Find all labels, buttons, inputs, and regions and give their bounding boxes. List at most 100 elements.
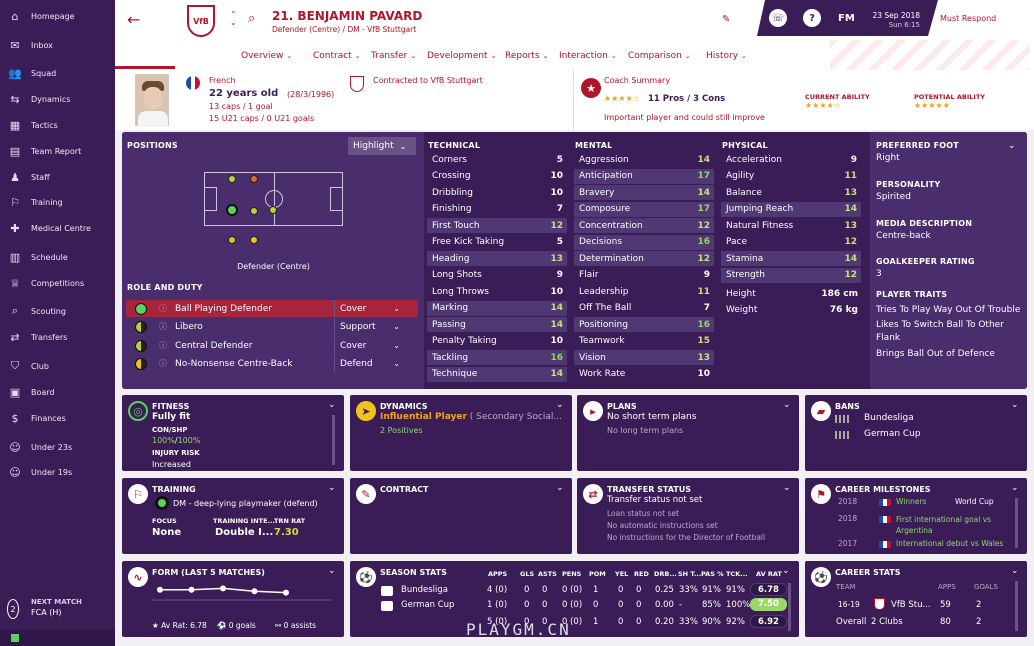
help-desk-icon[interactable]: ☏ (769, 9, 787, 27)
player-switch-icon[interactable]: ⌃ ⌄ (230, 10, 237, 27)
tab-reports[interactable]: Reports ⌄ (505, 46, 548, 66)
dynamics-card[interactable]: ➤ DYNAMICS ⌄ Influential Player ( Second… (350, 395, 572, 471)
career-milestones-card[interactable]: ⚑ CAREER MILESTONES ⌄ 2018 Winners World… (805, 478, 1027, 554)
season-col-header[interactable]: PAS % (701, 570, 724, 578)
sidebar-item[interactable]: ⇆ Dynamics (0, 87, 115, 111)
season-col-header[interactable]: POM (589, 570, 606, 578)
duty-dropdown[interactable]: Cover ⌄ (334, 300, 406, 317)
tab-history[interactable]: History ⌄ (706, 46, 747, 66)
plans-title[interactable]: PLANS (607, 402, 637, 411)
sidebar-item[interactable]: ☺ Under 19s (0, 460, 115, 484)
chevron-down-icon[interactable]: ⌄ (328, 483, 336, 493)
sidebar-item[interactable]: 👥 Squad (0, 61, 115, 85)
bans-title[interactable]: BANS (835, 402, 860, 411)
form-card[interactable]: ∿ FORM (LAST 5 MATCHES) ⌄ ★ Av Rat: 6.78… (122, 561, 344, 637)
edit-icon[interactable]: ✎ (722, 14, 731, 25)
sidebar-item[interactable]: ▣ Board (0, 380, 115, 404)
role-row[interactable]: ⓘ Central Defender Cover ⌄ (126, 337, 418, 354)
season-competition[interactable]: Bundesliga (401, 585, 448, 595)
career-milestones-title[interactable]: CAREER MILESTONES (835, 485, 931, 494)
training-title[interactable]: TRAINING (152, 485, 196, 494)
dynamics-title[interactable]: DYNAMICS (380, 402, 428, 411)
form-point[interactable] (283, 589, 289, 596)
chevron-down-icon[interactable]: ⌄ (556, 400, 564, 410)
season-col-header[interactable]: YEL (615, 570, 629, 578)
chevron-down-icon[interactable]: ⌄ (328, 566, 336, 576)
tab-development[interactable]: Development ⌄ (427, 46, 496, 66)
tab-transfer[interactable]: Transfer ⌄ (371, 46, 416, 66)
training-card[interactable]: ⚐ TRAINING ⌄ DM - deep-lying playmaker (… (122, 478, 344, 554)
fitness-card[interactable]: ◎ FITNESS ⌄ Fully fit CON/SHP 100%/100% … (122, 395, 344, 471)
form-title[interactable]: FORM (LAST 5 MATCHES) (152, 568, 265, 577)
sidebar-item[interactable]: ⛉ Club (0, 354, 115, 378)
sidebar-item[interactable]: ⚐ Training (0, 190, 115, 214)
sidebar-item[interactable]: ⌂ Homepage (0, 4, 115, 28)
fm-logo[interactable]: FM (838, 13, 855, 24)
help-icon[interactable]: ? (803, 9, 821, 27)
highlight-dropdown[interactable]: Highlight ⌄ (348, 137, 416, 155)
chevron-down-icon[interactable]: ⌄ (1011, 566, 1019, 576)
scrollbar[interactable] (1015, 498, 1018, 548)
chevron-down-icon[interactable]: ⌄ (1008, 141, 1016, 151)
chevron-down-icon[interactable]: ⌄ (556, 483, 564, 493)
next-match[interactable]: 2 NEXT MATCH FCA (H) (0, 590, 115, 630)
chevron-down-icon[interactable]: ⌄ (328, 400, 336, 410)
sidebar-item[interactable]: ▥ Schedule (0, 245, 115, 269)
chevron-down-icon[interactable]: ⌄ (1011, 400, 1019, 410)
chevron-down-icon[interactable]: ⌄ (782, 566, 790, 576)
sidebar-item[interactable]: ▤ Team Report (0, 139, 115, 163)
continue-button[interactable]: Must Respond (928, 0, 1034, 36)
career-stats-card[interactable]: ⚽ CAREER STATS ⌄ TEAM APPS GOALS 16-19 V… (805, 561, 1027, 637)
sidebar-item[interactable]: ☺ Under 23s (0, 435, 115, 459)
season-col-header[interactable]: DRB... (654, 570, 677, 578)
back-arrow-icon[interactable]: ← (127, 10, 141, 29)
contract-status[interactable]: Contracted to VfB Stuttgart (373, 76, 483, 85)
search-icon[interactable]: ⌕ (248, 11, 256, 26)
sidebar-item[interactable]: ✚ Medical Centre (0, 216, 115, 240)
tab-contract[interactable]: Contract ⌄ (313, 46, 361, 66)
tab-overview[interactable]: Overview ⌄ (241, 46, 292, 66)
season-competition[interactable]: German Cup (401, 600, 455, 610)
positions-title[interactable]: POSITIONS (127, 141, 178, 150)
transfer-status-card[interactable]: ⇄ TRANSFER STATUS ⌄ Transfer status not … (577, 478, 799, 554)
season-stats-card[interactable]: ⚽ SEASON STATS ⌄ APPS GLS ASTS PENS POM YEL RE… (350, 561, 799, 637)
tab-interaction[interactable]: Interaction ⌄ (559, 46, 617, 66)
form-point[interactable] (157, 586, 163, 593)
role-row[interactable]: ⓘ Ball Playing Defender Cover ⌄ (126, 300, 418, 317)
tab-comparison[interactable]: Comparison ⌄ (628, 46, 691, 66)
season-stats-title[interactable]: SEASON STATS (380, 568, 447, 577)
scrollbar[interactable] (788, 583, 791, 631)
sidebar-item[interactable]: ⇄ Transfers (0, 325, 115, 349)
season-col-header[interactable]: ASTS (538, 570, 557, 578)
role-row[interactable]: ⓘ Libero Support ⌄ (126, 318, 418, 335)
form-point[interactable] (188, 586, 195, 593)
career-stats-title[interactable]: CAREER STATS (835, 568, 901, 577)
info-icon[interactable]: ⓘ (159, 304, 167, 313)
info-icon[interactable]: ⓘ (159, 341, 167, 350)
contract-title[interactable]: CONTRACT (380, 485, 429, 494)
sidebar-item[interactable]: $ Finances (0, 406, 115, 430)
chevron-down-icon[interactable]: ⌄ (783, 483, 791, 493)
bans-card[interactable]: ▰ BANS ⌄ Bundesliga German Cup (805, 395, 1027, 471)
form-point[interactable] (251, 588, 258, 595)
sidebar-item[interactable]: ⌕ Scouting (0, 299, 115, 323)
season-col-header[interactable]: AV RAT (756, 570, 782, 578)
dynamics-positives[interactable]: 2 Positives (380, 426, 423, 435)
scrollbar[interactable] (1015, 581, 1018, 631)
scrollbar[interactable] (332, 415, 335, 465)
role-row[interactable]: ⓘ No-Nonsense Centre-Back Defend ⌄ (126, 355, 418, 372)
info-icon[interactable]: ⓘ (159, 322, 167, 331)
contract-card[interactable]: ✎ CONTRACT ⌄ (350, 478, 572, 554)
form-point[interactable] (220, 585, 226, 592)
transfer-status-title[interactable]: TRANSFER STATUS (607, 485, 692, 494)
chevron-down-icon[interactable]: ⌄ (783, 400, 791, 410)
season-col-header[interactable]: TCK... (726, 570, 748, 578)
season-col-header[interactable]: RED (634, 570, 649, 578)
sidebar-item[interactable]: ♟ Staff (0, 165, 115, 189)
season-col-header[interactable]: PENS (562, 570, 582, 578)
duty-dropdown[interactable]: Support ⌄ (334, 318, 406, 335)
duty-dropdown[interactable]: Defend ⌄ (334, 355, 406, 372)
season-col-header[interactable]: SH T... (678, 570, 702, 578)
season-col-header[interactable]: APPS (488, 570, 508, 578)
sidebar-item[interactable]: ▦ Tactics (0, 113, 115, 137)
